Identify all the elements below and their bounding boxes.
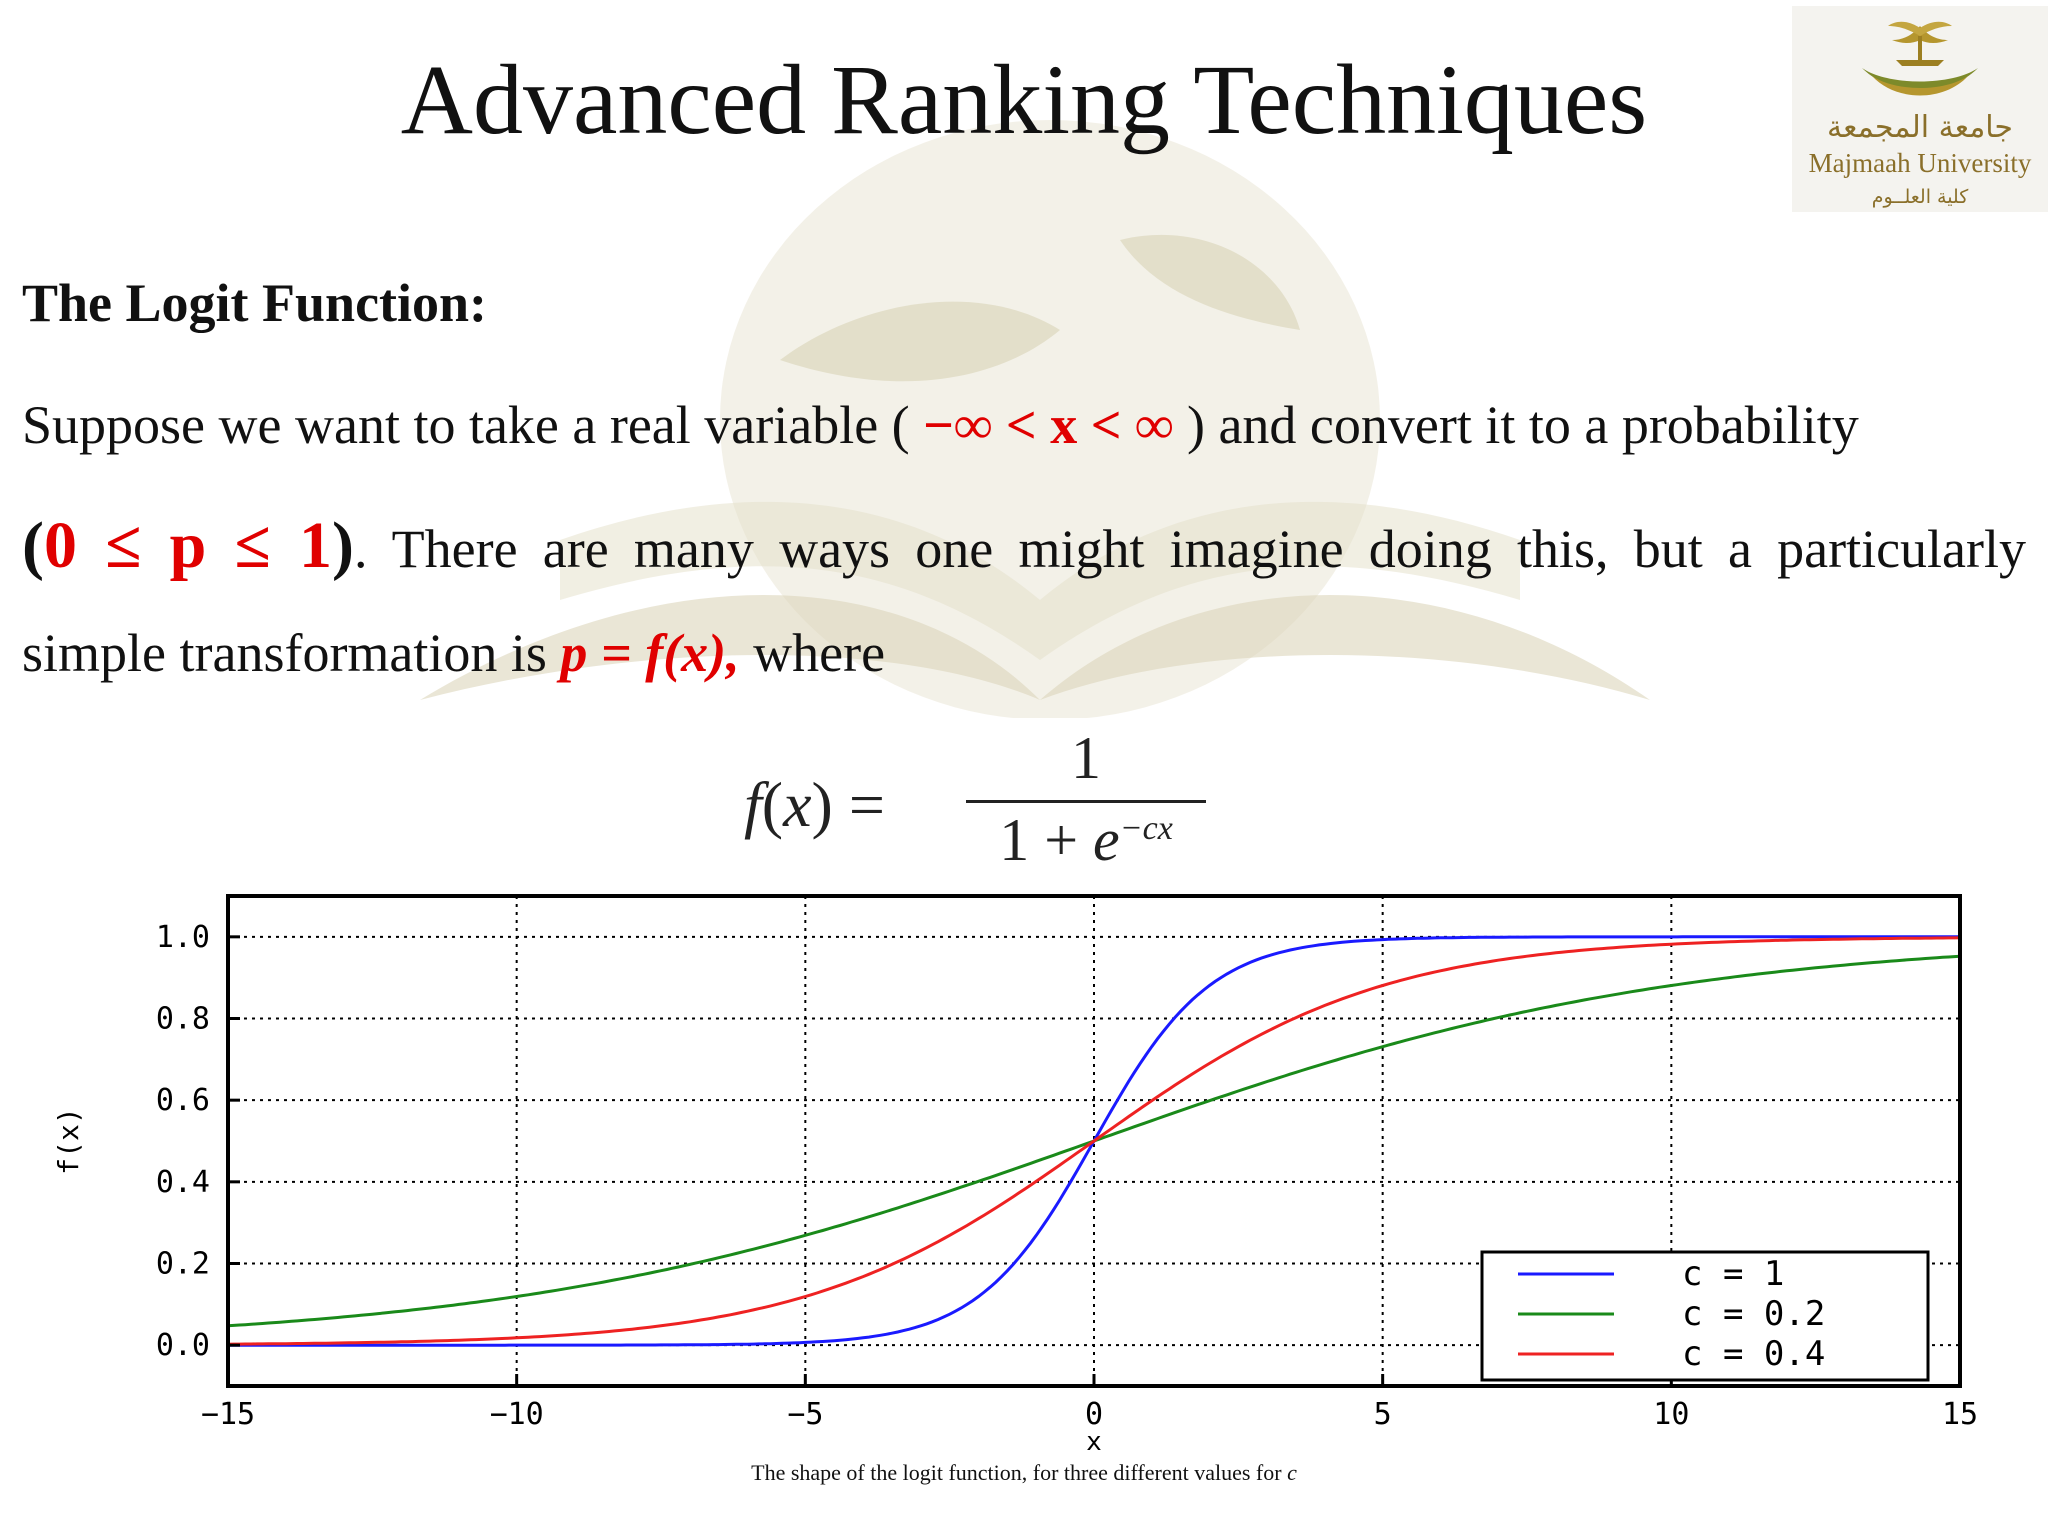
line3-text-b: where: [753, 623, 886, 683]
range-expression: −∞ < x < ∞: [923, 395, 1174, 455]
line1-text-a: Suppose we want to take a real variable …: [22, 395, 910, 455]
palm-emblem-icon: [1862, 21, 1978, 96]
y-tick-label: 0.6: [156, 1083, 210, 1118]
probability-range: 0 ≤ p ≤ 1: [43, 509, 332, 582]
formula-denominator: 1 + e−cx: [966, 806, 1206, 875]
formula-f: f: [744, 769, 762, 840]
logit-chart: −15 −10 −5 0 5 10 150.00.20.40.60.81.0 c = 1c …: [52, 894, 1978, 1457]
y-tick-label: 0.4: [156, 1165, 210, 1200]
series-line: [227, 936, 1961, 1346]
y-tick-label: 0.0: [156, 1328, 210, 1363]
line3-text-a: simple transformation is: [22, 623, 547, 683]
logo-english-name: Majmaah University: [1808, 148, 2032, 178]
figure-caption: The shape of the logit function, for thr…: [0, 1460, 2048, 1486]
paragraph-line-1: Suppose we want to take a real variable …: [22, 394, 2026, 456]
y-tick-label: 1.0: [156, 920, 210, 955]
fraction-bar: [966, 800, 1206, 803]
legend-label: c = 0.4: [1682, 1334, 1825, 1374]
formula-numerator: 1: [1071, 725, 1101, 791]
logo-college-name: كلية العلــوم: [1871, 186, 1969, 208]
paren-close: ): [331, 509, 354, 582]
x-tick-label: −5: [787, 1397, 823, 1432]
caption-text: The shape of the logit function, for thr…: [751, 1460, 1282, 1485]
line2-text: . There are many ways one might imagine …: [353, 519, 2027, 579]
x-tick-label: 0: [1085, 1397, 1103, 1432]
chart-curves: [227, 935, 1961, 1347]
x-tick-label: 5: [1374, 1397, 1392, 1432]
x-tick-label: 15: [1942, 1397, 1978, 1432]
y-tick-label: 0.8: [156, 1002, 210, 1037]
section-heading: The Logit Function:: [22, 273, 488, 333]
x-axis-label: x: [1086, 1427, 1102, 1457]
denominator-exponent: −cx: [1119, 810, 1173, 847]
x-tick-label: 10: [1653, 1397, 1689, 1432]
slide-title: Advanced Ranking Techniques: [400, 44, 1648, 155]
logo-arabic-name: جامعة المجمعة: [1827, 110, 2013, 145]
paragraph-line-2: (0 ≤ p ≤ 1). There are many ways one mig…: [22, 508, 2026, 584]
legend-label: c = 1: [1682, 1254, 1784, 1294]
caption-variable: c: [1287, 1460, 1297, 1485]
paren-open: (: [22, 509, 44, 582]
x-tick-label: −10: [490, 1397, 544, 1432]
logit-formula: f(x) = 1 1 + e−cx: [716, 718, 1228, 888]
line1-text-b: ) and convert it to a probability: [1186, 395, 1859, 455]
chart-legend: c = 1c = 0.2c = 0.4: [1480, 1250, 1930, 1382]
formula-open-paren: (: [761, 769, 784, 840]
formula-lhs: f(x) =: [744, 768, 885, 842]
paragraph-line-3: simple transformation is p = f(x), where: [22, 622, 2026, 684]
y-axis-label: f(x): [52, 1107, 85, 1174]
university-logo: جامعة المجمعة Majmaah University كلية ال…: [1792, 6, 2048, 212]
x-tick-label: −15: [201, 1397, 255, 1432]
y-tick-label: 0.2: [156, 1247, 210, 1282]
plot-frame: [226, 894, 1962, 1388]
denominator-base: 1 +: [999, 807, 1094, 873]
chart-ticks: −15 −10 −5 0 5 10 15 0.0 0.2 0.4 0.6 0.8 1.0: [156, 920, 1978, 1432]
transformation-expression: p = f(x),: [560, 623, 740, 683]
formula-x: x: [783, 769, 812, 840]
denominator-e: e: [1093, 807, 1120, 873]
legend-label: c = 0.2: [1682, 1294, 1825, 1334]
formula-close-equals: ) =: [811, 769, 885, 840]
